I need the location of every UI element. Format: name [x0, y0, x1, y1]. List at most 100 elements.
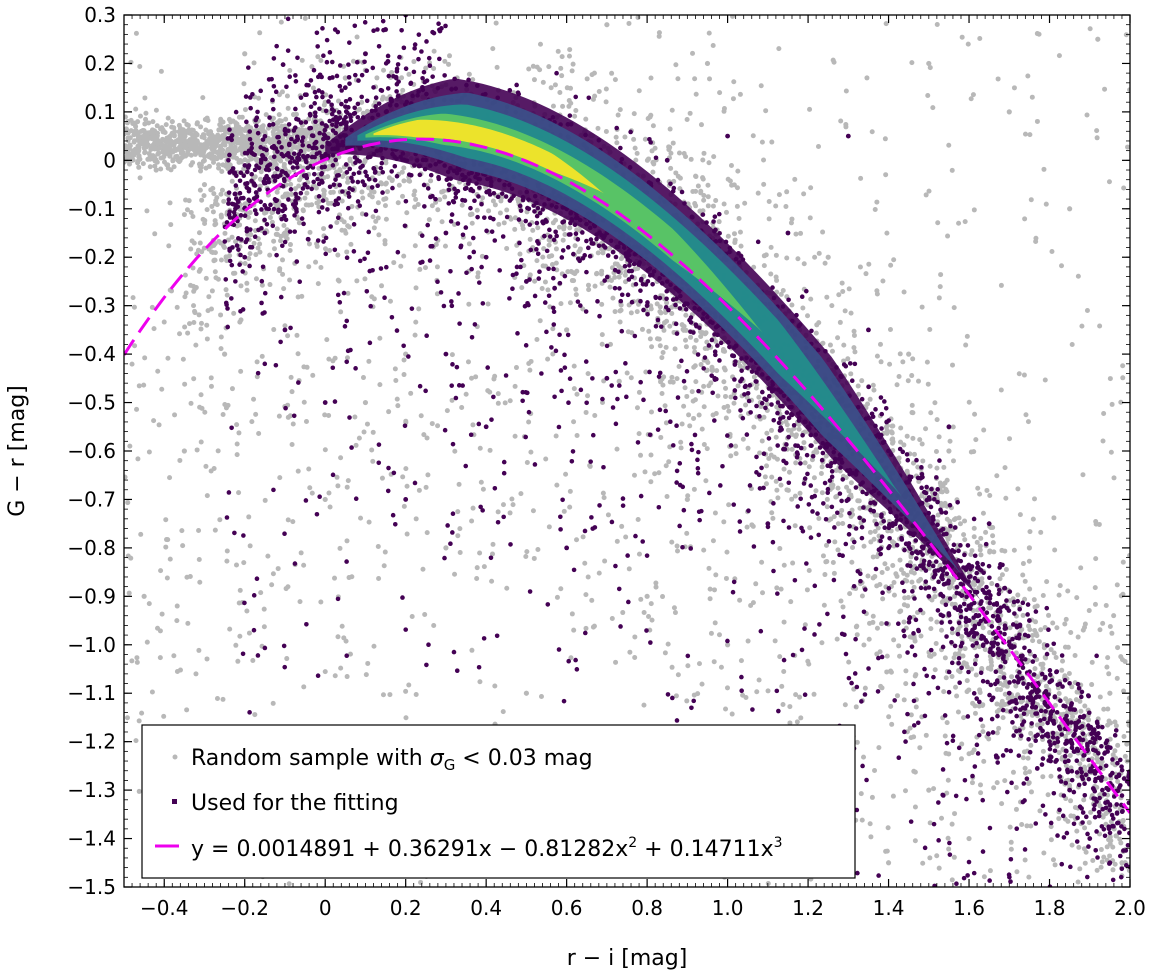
random-sample-point	[1038, 529, 1044, 535]
random-sample-point	[560, 237, 566, 243]
random-sample-point	[865, 573, 871, 579]
random-sample-point	[599, 301, 605, 307]
random-sample-point	[950, 362, 956, 368]
random-sample-point	[769, 139, 775, 145]
random-sample-point	[1107, 624, 1113, 630]
random-sample-point	[994, 780, 1000, 786]
random-sample-point	[766, 216, 772, 222]
random-sample-point	[612, 309, 618, 315]
random-sample-point	[699, 681, 705, 687]
random-sample-point	[669, 311, 675, 317]
random-sample-point	[653, 580, 659, 586]
random-sample-point	[523, 554, 529, 560]
random-sample-point	[820, 553, 826, 559]
random-sample-point	[249, 419, 255, 425]
random-sample-point	[638, 596, 644, 602]
random-sample-point	[884, 566, 890, 572]
random-sample-point	[161, 319, 167, 325]
random-sample-point	[669, 374, 675, 380]
random-sample-point	[835, 335, 841, 341]
random-sample-point	[711, 659, 717, 665]
random-sample-point	[859, 378, 865, 384]
random-sample-point	[1101, 706, 1107, 712]
random-sample-point	[793, 231, 799, 237]
random-sample-point	[1032, 496, 1038, 502]
random-sample-point	[1046, 612, 1052, 618]
random-sample-point	[909, 402, 915, 408]
random-sample-point	[866, 261, 872, 267]
random-sample-point	[284, 93, 290, 99]
random-sample-point	[1068, 798, 1074, 804]
random-sample-point	[854, 632, 860, 638]
random-sample-point	[830, 57, 836, 63]
random-sample-point	[281, 286, 287, 292]
random-sample-point	[348, 215, 354, 221]
random-sample-point	[124, 474, 128, 480]
random-sample-point	[751, 264, 757, 270]
random-sample-point	[632, 145, 638, 151]
random-sample-point	[784, 189, 790, 195]
random-sample-point	[352, 414, 358, 420]
random-sample-point	[254, 359, 260, 365]
random-sample-point	[987, 549, 993, 555]
random-sample-point	[1118, 593, 1124, 599]
random-sample-point	[469, 647, 475, 653]
random-sample-point	[416, 487, 422, 493]
random-sample-point	[288, 374, 294, 380]
random-sample-point	[887, 361, 893, 367]
random-sample-point	[844, 484, 850, 490]
random-sample-point	[167, 475, 173, 481]
random-sample-point	[463, 391, 469, 397]
random-sample-point	[1114, 582, 1120, 588]
random-sample-point	[361, 429, 367, 435]
random-sample-point	[418, 413, 424, 419]
random-sample-point	[962, 219, 968, 225]
random-sample-point	[911, 451, 917, 457]
random-sample-point	[1025, 419, 1031, 425]
random-sample-point	[534, 64, 540, 70]
random-sample-point	[955, 709, 961, 715]
random-sample-point	[268, 155, 274, 161]
random-sample-point	[830, 482, 836, 488]
random-sample-point	[546, 524, 552, 530]
random-sample-point	[151, 418, 157, 424]
random-sample-point	[298, 550, 304, 556]
random-sample-point	[971, 207, 977, 213]
random-sample-point	[1040, 592, 1046, 598]
random-sample-point	[278, 238, 284, 244]
random-sample-point	[656, 30, 662, 36]
random-sample-point	[345, 290, 351, 296]
random-sample-point	[613, 659, 619, 665]
random-sample-point	[545, 356, 551, 362]
random-sample-point	[1036, 639, 1042, 645]
random-sample-point	[487, 447, 493, 453]
random-sample-point	[950, 458, 956, 464]
random-sample-point	[684, 698, 690, 704]
random-sample-point	[1082, 825, 1088, 831]
random-sample-point	[970, 700, 976, 706]
random-sample-point	[345, 179, 351, 185]
random-sample-point	[492, 202, 498, 208]
random-sample-point	[903, 681, 909, 687]
random-sample-point	[816, 320, 822, 326]
random-sample-point	[466, 301, 472, 307]
random-sample-point	[1041, 166, 1047, 172]
random-sample-point	[822, 572, 828, 578]
random-sample-point	[225, 237, 231, 243]
random-sample-point	[282, 323, 288, 329]
random-sample-point	[687, 423, 693, 429]
random-sample-point	[969, 666, 975, 672]
random-sample-point	[662, 403, 668, 409]
random-sample-point	[864, 75, 870, 81]
random-sample-point	[1067, 206, 1073, 212]
random-sample-point	[550, 326, 556, 332]
random-sample-point	[801, 440, 807, 446]
random-sample-point	[944, 790, 950, 796]
random-sample-point	[457, 550, 463, 556]
random-sample-point	[787, 704, 793, 710]
random-sample-point	[211, 159, 217, 165]
random-sample-point	[570, 61, 576, 67]
random-sample-point	[1103, 603, 1109, 609]
random-sample-point	[614, 446, 620, 452]
random-sample-point	[692, 397, 698, 403]
